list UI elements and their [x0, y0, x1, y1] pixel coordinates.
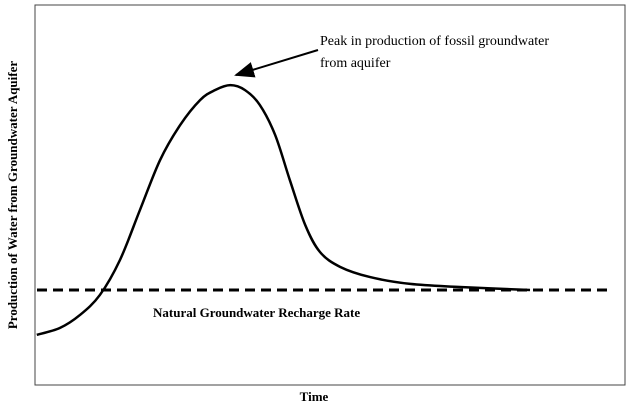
annotation-text: Peak in production of fossil groundwater	[320, 34, 549, 49]
annotation-arrow	[234, 49, 319, 78]
x-axis-label: Time	[300, 389, 329, 404]
production-curve	[36, 83, 531, 337]
reference-label: Natural Groundwater Recharge Rate	[153, 305, 360, 320]
y-axis-label: Production of Water from Groundwater Aqu…	[5, 61, 20, 330]
annotation-text: from aquifer	[320, 56, 391, 71]
plot-frame	[34, 4, 626, 386]
